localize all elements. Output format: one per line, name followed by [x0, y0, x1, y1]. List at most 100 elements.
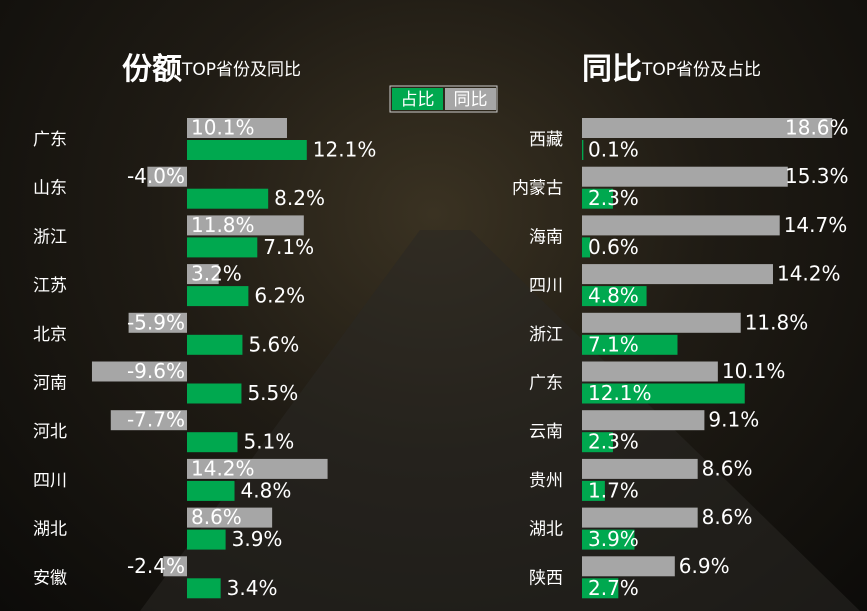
value-label: 8.6% — [702, 456, 753, 480]
bar — [128, 312, 187, 333]
bar — [187, 237, 258, 258]
value-label: 6.9% — [679, 554, 730, 578]
bar — [582, 507, 698, 528]
value-label: 8.6% — [702, 505, 753, 529]
value-label: 14.2% — [191, 456, 255, 480]
bar — [582, 264, 773, 285]
value-label: 3.9% — [232, 527, 283, 551]
value-label: 12.1% — [313, 138, 377, 162]
value-label: 8.6% — [191, 505, 242, 529]
bar — [187, 480, 235, 501]
bar — [582, 383, 745, 404]
bar — [187, 215, 304, 236]
category-label: 云南 — [529, 422, 563, 442]
bar — [582, 578, 619, 599]
bar — [582, 556, 675, 577]
bar — [110, 410, 187, 431]
value-label: 18.6% — [785, 116, 849, 140]
subtitle: TOP省份及同比 — [181, 60, 301, 80]
bar — [187, 118, 287, 138]
value-label: 5.5% — [247, 381, 298, 405]
value-label: 14.7% — [784, 213, 848, 237]
value-label: 5.6% — [248, 332, 299, 356]
category-label: 贵州 — [529, 471, 563, 491]
value-label: 2.3% — [588, 186, 639, 210]
bar — [582, 286, 647, 307]
bar — [582, 334, 678, 355]
bar — [187, 286, 249, 307]
value-label: 3.9% — [588, 527, 639, 551]
category-label: 四川 — [529, 276, 563, 296]
value-label: 11.8% — [191, 213, 255, 237]
value-label: 2.3% — [588, 430, 639, 454]
value-label: 4.8% — [241, 478, 292, 502]
legend-label: 占比 — [401, 90, 435, 110]
bar — [582, 188, 613, 209]
bar — [91, 361, 187, 382]
value-label: 3.4% — [227, 576, 278, 600]
value-label: 7.1% — [263, 235, 314, 259]
bar — [163, 556, 187, 577]
bar — [582, 118, 833, 138]
category-label: 广东 — [33, 130, 67, 150]
bar — [582, 140, 584, 160]
bar — [582, 410, 705, 431]
category-label: 内蒙古 — [512, 179, 563, 199]
value-label: 10.1% — [722, 359, 786, 383]
bar — [187, 529, 226, 550]
category-label: 湖北 — [33, 520, 67, 540]
value-label: 3.2% — [191, 262, 242, 286]
value-label: 1.7% — [588, 478, 639, 502]
category-label: 湖北 — [529, 520, 563, 540]
bar — [582, 312, 741, 333]
value-label: 14.2% — [777, 262, 841, 286]
value-label: 5.1% — [243, 430, 294, 454]
legend-swatch — [392, 88, 443, 110]
bar — [187, 188, 269, 209]
value-label: 10.1% — [191, 116, 255, 140]
category-label: 河南 — [33, 374, 67, 394]
value-label: -9.6% — [127, 359, 185, 383]
category-label: 河北 — [33, 422, 67, 442]
bar — [187, 507, 273, 528]
category-label: 广东 — [529, 374, 563, 394]
value-label: -7.7% — [127, 408, 185, 432]
category-label: 江苏 — [33, 276, 67, 296]
subtitle: TOP省份及占比 — [641, 60, 761, 80]
category-label: 西藏 — [529, 130, 563, 150]
category-label: 安徽 — [33, 568, 67, 588]
chart-title: 份额TOP省份及同比 — [122, 52, 301, 87]
value-label: 8.2% — [274, 186, 325, 210]
bar — [582, 237, 591, 258]
value-label: 9.1% — [708, 408, 759, 432]
chart-title: 同比TOP省份及占比 — [582, 52, 761, 87]
bar — [187, 578, 221, 599]
value-label: 6.2% — [254, 284, 305, 308]
bar — [582, 480, 605, 501]
bar — [187, 264, 219, 285]
value-label: -2.4% — [127, 554, 185, 578]
bar — [147, 166, 187, 187]
category-label: 山东 — [33, 179, 67, 199]
legend-box — [389, 85, 498, 113]
title: 份额 — [122, 52, 182, 87]
legend-label: 同比 — [454, 90, 488, 110]
value-label: 0.6% — [588, 235, 639, 259]
bar — [187, 383, 242, 404]
value-label: 7.1% — [588, 332, 639, 356]
category-label: 浙江 — [529, 325, 563, 345]
value-label: -4.0% — [127, 164, 185, 188]
bar — [582, 166, 788, 187]
category-label: 海南 — [529, 227, 563, 247]
legend-swatch — [445, 88, 496, 110]
bar — [582, 432, 613, 453]
category-label: 四川 — [33, 471, 67, 491]
value-label: 11.8% — [745, 310, 809, 334]
bar — [582, 458, 698, 479]
value-label: 15.3% — [785, 164, 849, 188]
bar — [187, 140, 307, 160]
category-label: 北京 — [33, 325, 67, 345]
value-label: 0.1% — [588, 138, 639, 162]
value-label: 12.1% — [588, 381, 652, 405]
